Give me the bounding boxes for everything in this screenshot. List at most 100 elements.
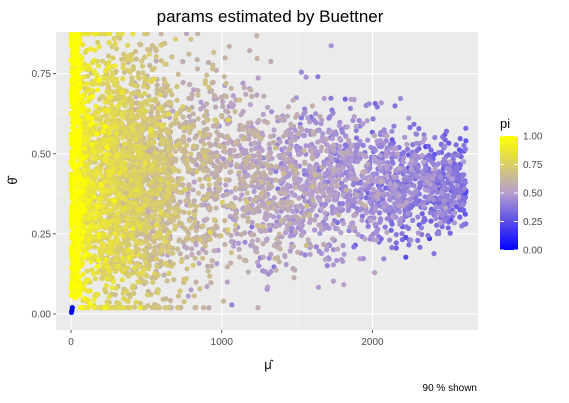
- data-point: [277, 178, 283, 184]
- data-point: [91, 155, 97, 161]
- data-point: [69, 305, 75, 311]
- data-point: [153, 233, 159, 239]
- data-point: [292, 159, 298, 165]
- data-point: [420, 159, 426, 165]
- data-point: [457, 214, 463, 220]
- data-point: [403, 175, 409, 181]
- data-point: [89, 142, 95, 148]
- data-point: [87, 192, 93, 198]
- data-point: [194, 168, 200, 175]
- data-point: [92, 215, 98, 221]
- data-point: [181, 125, 187, 131]
- data-point: [238, 232, 244, 238]
- data-point: [255, 133, 261, 139]
- data-point: [172, 223, 178, 229]
- data-point: [344, 124, 350, 130]
- data-point: [191, 123, 197, 129]
- data-point: [185, 235, 191, 241]
- data-point: [131, 290, 137, 296]
- data-point: [195, 92, 201, 98]
- data-point: [143, 32, 150, 37]
- data-point: [76, 279, 82, 285]
- data-point: [133, 187, 139, 193]
- data-point: [393, 182, 399, 188]
- data-point: [161, 164, 167, 170]
- data-point: [272, 145, 278, 151]
- data-point: [296, 131, 302, 137]
- data-point: [172, 210, 178, 216]
- data-point: [254, 249, 260, 255]
- data-point: [221, 144, 227, 150]
- data-point: [453, 142, 459, 148]
- data-point: [419, 169, 425, 175]
- data-point: [371, 133, 377, 139]
- data-point: [137, 224, 143, 230]
- data-point: [461, 159, 467, 165]
- data-point: [353, 142, 359, 148]
- data-point: [320, 241, 327, 247]
- data-point: [119, 32, 125, 37]
- data-point: [147, 200, 153, 206]
- data-point: [315, 284, 322, 290]
- data-point: [115, 263, 121, 269]
- data-point: [82, 295, 88, 301]
- data-point: [126, 146, 132, 153]
- data-point: [175, 71, 181, 77]
- data-point: [112, 224, 118, 230]
- data-point: [340, 242, 346, 249]
- data-point: [208, 263, 215, 269]
- data-point: [261, 93, 267, 99]
- data-point: [120, 148, 126, 154]
- data-point: [340, 258, 346, 264]
- data-point: [384, 164, 390, 170]
- data-point: [202, 81, 208, 87]
- chart-title: params estimated by Buettner: [157, 7, 384, 26]
- data-point: [273, 177, 279, 183]
- data-point: [227, 155, 233, 161]
- data-point: [109, 70, 116, 76]
- data-point: [78, 305, 84, 311]
- data-point: [106, 130, 113, 136]
- data-point: [136, 190, 143, 196]
- data-point: [249, 238, 255, 244]
- data-point: [219, 199, 225, 205]
- data-point: [85, 237, 91, 243]
- data-point: [341, 282, 347, 288]
- data-point: [189, 92, 195, 98]
- data-point: [98, 148, 104, 154]
- data-point: [330, 205, 336, 211]
- data-point: [295, 249, 301, 255]
- data-point: [113, 285, 119, 291]
- data-point: [188, 225, 194, 231]
- data-point: [174, 206, 180, 212]
- data-point: [313, 244, 319, 250]
- data-points: [68, 32, 469, 315]
- data-point: [429, 189, 435, 196]
- data-point: [185, 157, 191, 163]
- data-point: [373, 230, 380, 236]
- data-point: [126, 254, 132, 261]
- data-point: [158, 210, 164, 216]
- data-point: [233, 139, 239, 145]
- data-point: [268, 134, 274, 140]
- data-point: [391, 123, 397, 129]
- data-point: [156, 186, 162, 192]
- data-point: [233, 185, 239, 191]
- data-point: [138, 42, 144, 48]
- data-point: [455, 152, 461, 158]
- data-point: [347, 224, 353, 230]
- data-point: [106, 53, 112, 59]
- data-point: [206, 182, 212, 188]
- data-point: [340, 165, 346, 171]
- data-point: [106, 40, 112, 46]
- data-point: [425, 143, 431, 149]
- data-point: [115, 103, 121, 109]
- data-point: [386, 206, 393, 212]
- data-point: [361, 182, 367, 188]
- data-point: [127, 259, 133, 265]
- data-point: [209, 80, 215, 86]
- data-point: [333, 197, 339, 203]
- data-point: [148, 108, 155, 114]
- data-point: [114, 131, 120, 137]
- data-point: [188, 36, 194, 42]
